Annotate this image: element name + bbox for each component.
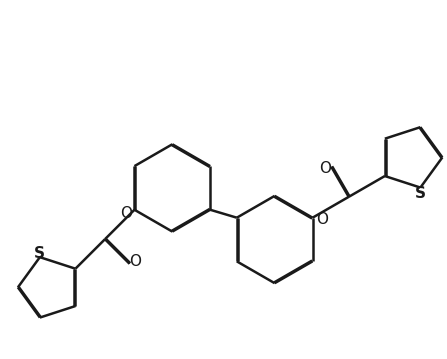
- Text: S: S: [34, 246, 45, 261]
- Text: S: S: [415, 186, 426, 201]
- Text: O: O: [130, 254, 142, 269]
- Text: O: O: [316, 212, 329, 227]
- Text: O: O: [121, 206, 132, 221]
- Text: O: O: [319, 161, 331, 176]
